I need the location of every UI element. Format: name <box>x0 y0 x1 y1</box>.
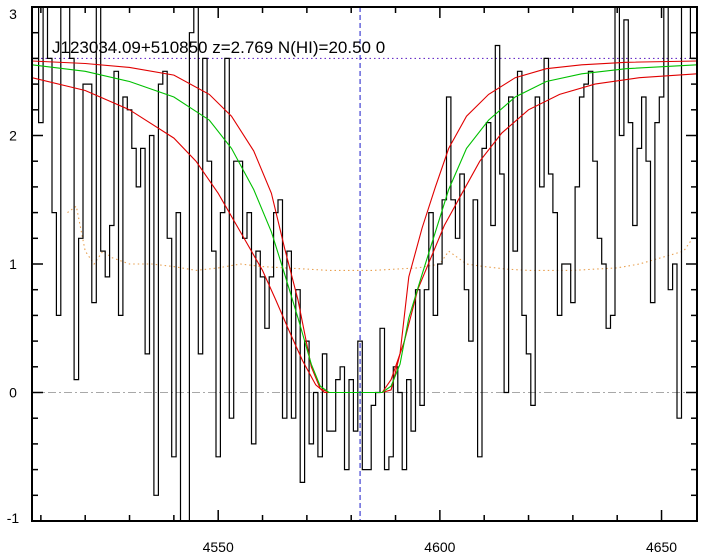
plot-layer <box>32 7 697 521</box>
y-tick-label: -1 <box>7 510 20 526</box>
axis-layer: 4550 4600 4650 -1 0 1 2 3 <box>7 6 698 555</box>
x-tick-label: 4650 <box>646 539 677 555</box>
y-tick-label: 3 <box>9 6 17 22</box>
series-flux <box>38 7 695 521</box>
chart-title: J123034.09+510850 z=2.769 N(HI)=20.50 0 <box>52 38 385 57</box>
y-tick-label: 0 <box>9 385 17 401</box>
y-tick-label: 2 <box>9 128 17 144</box>
series-error <box>67 205 694 271</box>
y-tick-label: 1 <box>9 256 17 272</box>
x-tick-label: 4600 <box>424 539 455 555</box>
x-tick-label: 4550 <box>203 539 234 555</box>
